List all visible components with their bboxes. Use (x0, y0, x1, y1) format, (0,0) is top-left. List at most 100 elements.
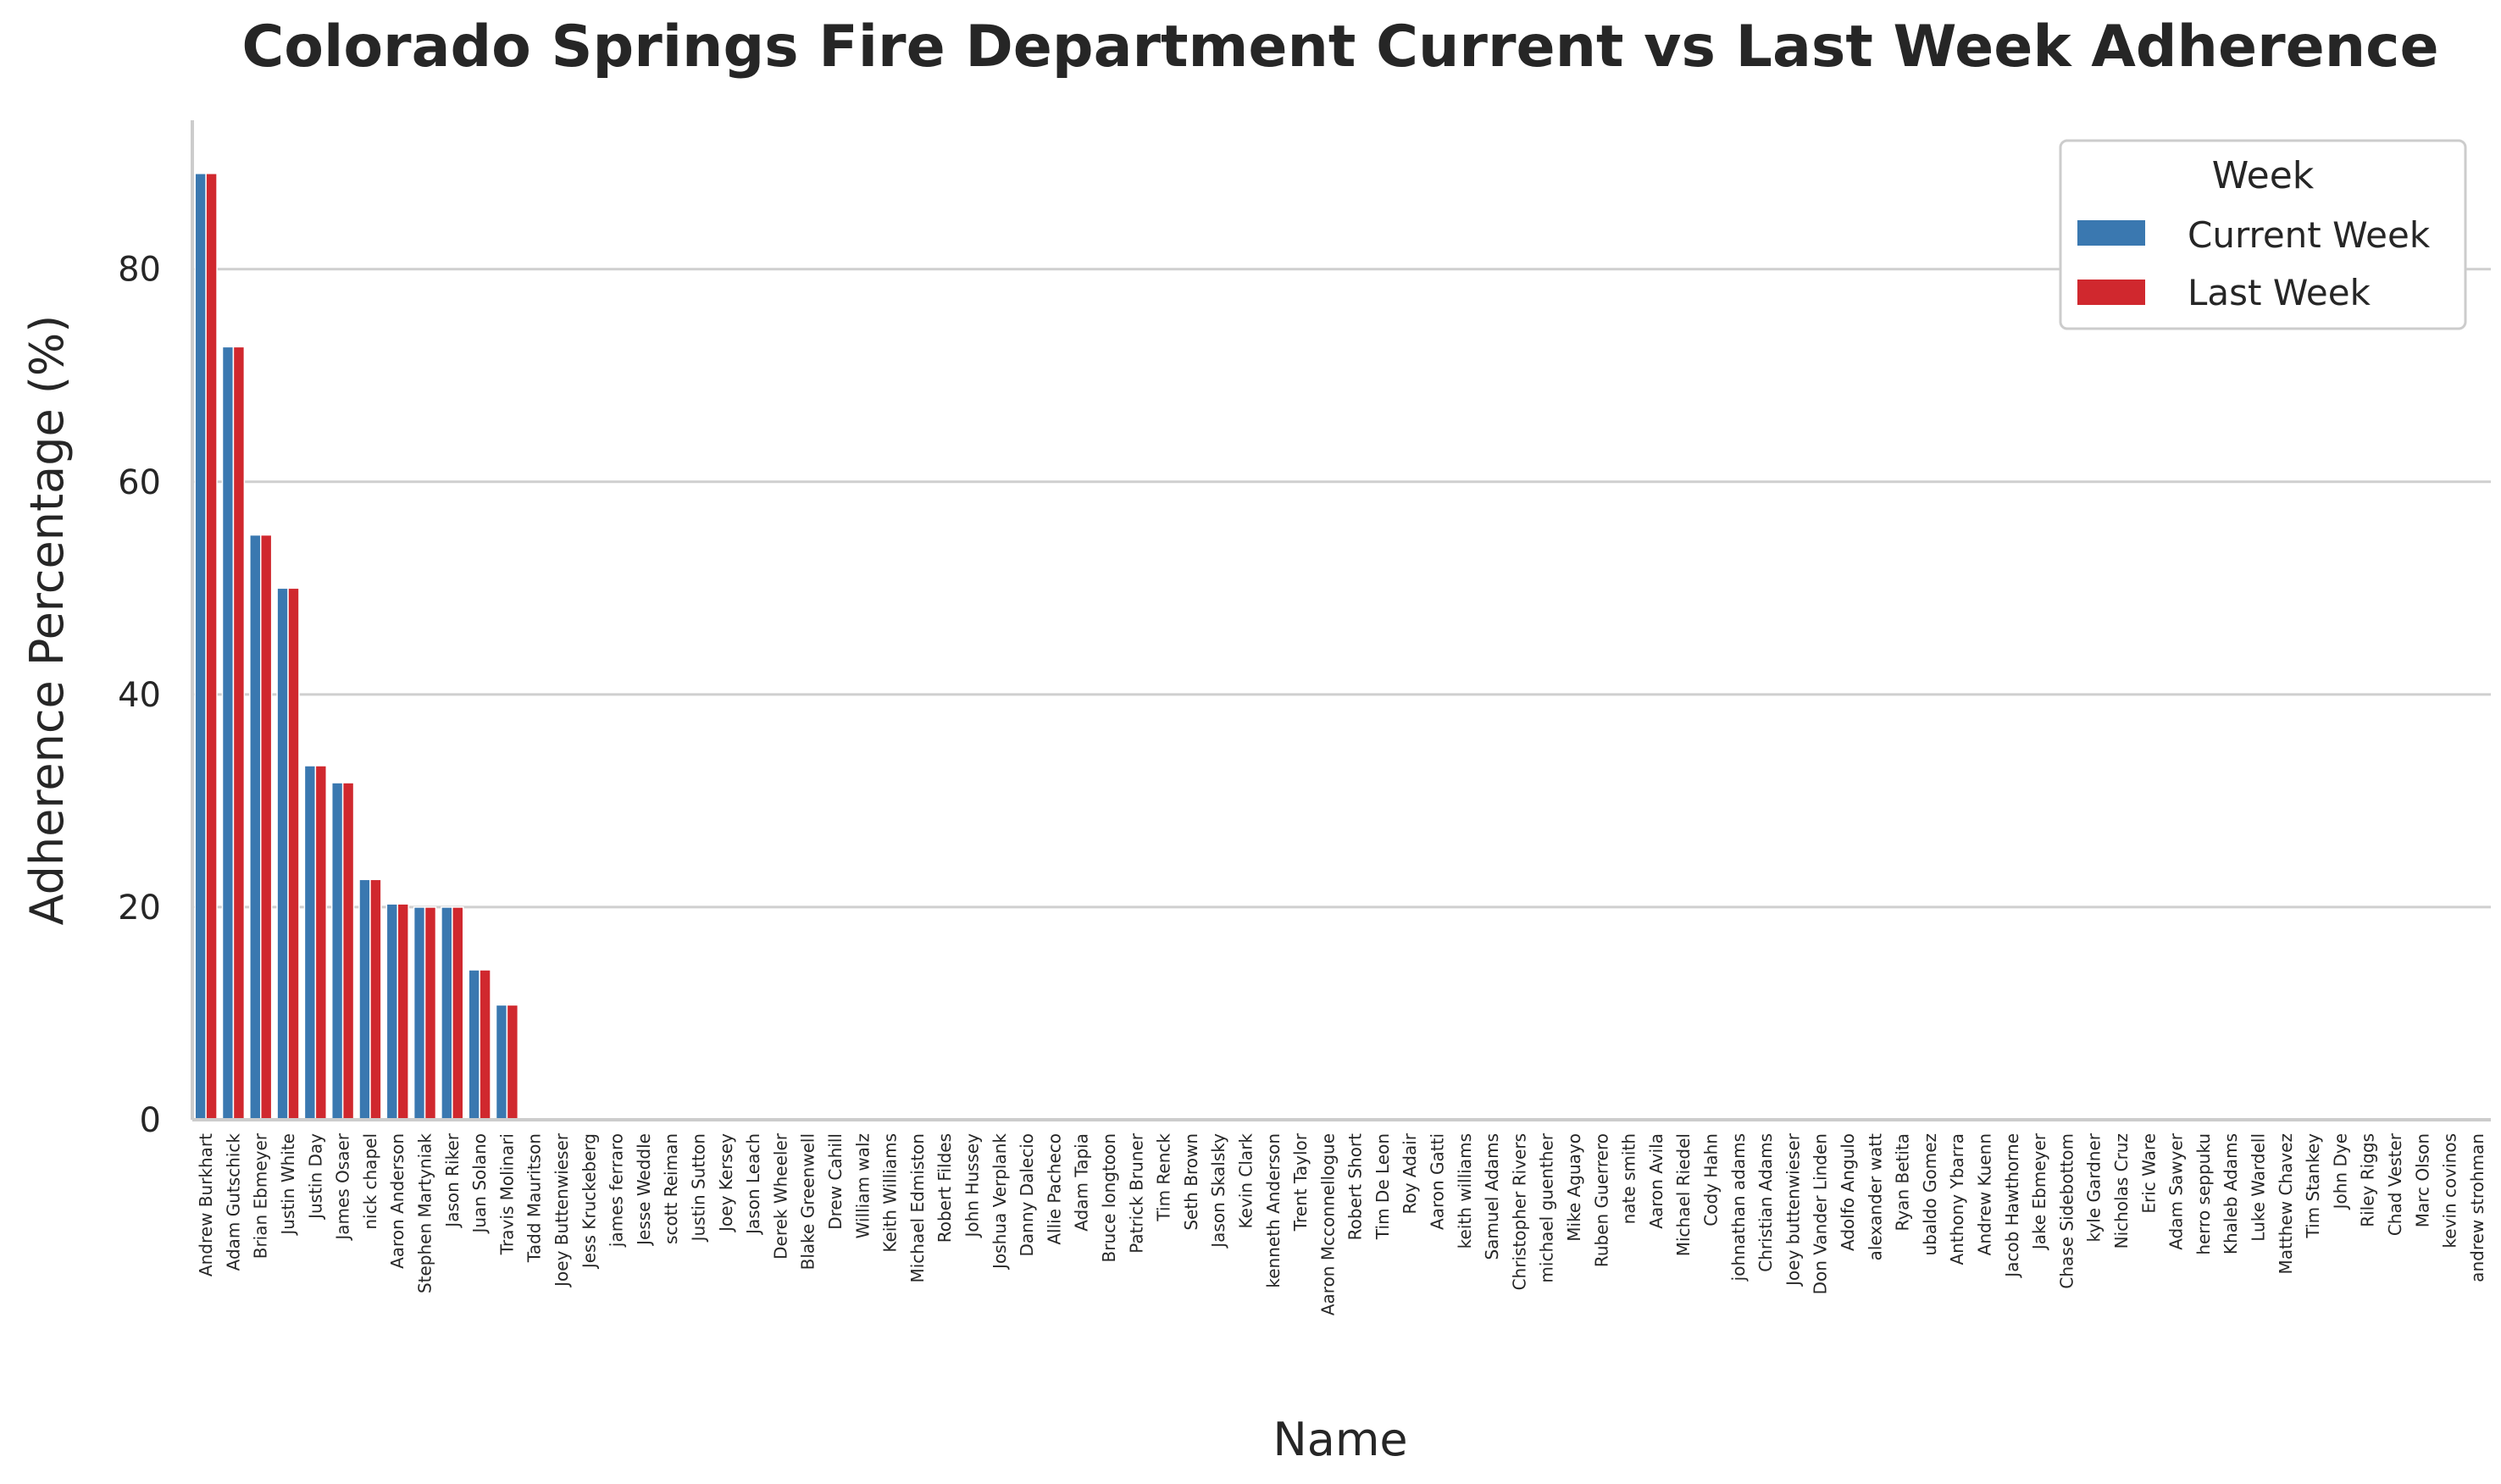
x-tick-label: Justin Sutton (689, 1133, 709, 1243)
y-tick-label: 80 (118, 251, 161, 290)
x-tick-label: Aaron Avila (1646, 1133, 1666, 1229)
legend-frame (2059, 139, 2467, 330)
x-tick-label: Jesse Weddle (634, 1133, 654, 1247)
x-tick-label: Eric Ware (2138, 1133, 2159, 1214)
y-tick-labels: 0 20 40 60 80 (118, 251, 161, 1140)
x-tick-label: Kevin Clark (1235, 1133, 1256, 1229)
y-tick-label: 20 (118, 889, 161, 928)
x-tick-label: Bruce longtoon (1099, 1133, 1119, 1262)
x-tick-label: nick chapel (360, 1133, 380, 1230)
bar-current-week (276, 587, 289, 1121)
x-tick-label: Luke Wardell (2248, 1133, 2268, 1242)
x-tick-label: Patrick Bruner (1126, 1132, 1146, 1254)
x-tick-label: Justin Day (305, 1133, 325, 1221)
legend-label-current-week: Current Week (2188, 214, 2431, 256)
x-tick-label: Roy Adair (1400, 1132, 1420, 1214)
x-tick-label: ubaldo Gomez (1920, 1133, 1940, 1256)
y-tick-label: 0 (140, 1101, 161, 1140)
x-tick-label: Aaron Mcconnellogue (1317, 1133, 1338, 1315)
x-tick-label: alexander watt (1865, 1133, 1885, 1261)
legend-label-last-week: Last Week (2188, 272, 2371, 313)
legend: Week Current Week Last Week (2059, 139, 2467, 330)
x-tick-label: Adolfo Angulo (1838, 1133, 1858, 1251)
bar-last-week (259, 534, 273, 1121)
bar-last-week (506, 1004, 519, 1121)
x-tick-label: Keith Williams (880, 1133, 901, 1253)
x-tick-label: Robert Fildes (934, 1133, 955, 1243)
x-tick-label: kenneth Anderson (1263, 1133, 1284, 1288)
bar-current-week (221, 346, 235, 1121)
x-tick-label: Justin White (278, 1133, 298, 1237)
bar-last-week (287, 587, 300, 1121)
bar-last-week (396, 903, 409, 1121)
bar-last-week (424, 906, 437, 1121)
x-tick-label: Ryan Betita (1893, 1133, 1913, 1231)
x-tick-label: Christopher Rivers (1509, 1133, 1529, 1290)
bar-current-week (330, 782, 344, 1121)
x-tick-label: Jason Skalsky (1208, 1133, 1228, 1249)
bar-last-week (369, 878, 382, 1121)
bar-current-week (358, 878, 371, 1121)
x-tick-label: Michael Riedel (1673, 1133, 1694, 1256)
x-tick-label: herro seppuku (2193, 1133, 2214, 1255)
bar-last-week (205, 173, 218, 1121)
x-tick-label: John Hussey (962, 1133, 982, 1239)
x-tick-label: Tim Stankey (2303, 1133, 2323, 1239)
x-axis-label: Name (1273, 1413, 1407, 1466)
x-tick-label: Adam Gutschick (223, 1133, 243, 1271)
x-tick-label: Christian Adams (1755, 1133, 1776, 1272)
x-tick-label: Adam Tapia (1072, 1133, 1092, 1232)
x-tick-label: Joshua Verplank (990, 1133, 1010, 1271)
x-tick-label: Blake Greenwell (798, 1133, 818, 1270)
x-tick-label: Derek Wheeler (770, 1132, 790, 1260)
x-tick-label: Riley Riggs (2358, 1133, 2378, 1227)
y-tick-label: 60 (118, 463, 161, 502)
x-tick-label: Jason Leach (743, 1133, 763, 1236)
x-tick-label: Allie Pacheco (1044, 1133, 1064, 1245)
gridlines (192, 268, 2491, 909)
x-tick-label: michael guenther (1537, 1132, 1557, 1282)
x-tick-label: Robert Short (1345, 1133, 1366, 1240)
x-tick-label: Brian Ebmeyer (251, 1132, 271, 1259)
x-tick-label: kevin covinos (2440, 1133, 2460, 1249)
x-tick-label: Joey Buttenwieser (552, 1132, 572, 1288)
x-tick-label: Marc Olson (2412, 1133, 2432, 1227)
legend-swatch-last-week (2077, 280, 2145, 305)
x-tick-label: Jess Kruckeberg (579, 1133, 599, 1270)
x-tick-label: Chase Sidebottom (2056, 1133, 2077, 1289)
x-tick-label: Jake Ebmeyer (2029, 1132, 2049, 1251)
bar-current-week (441, 906, 453, 1121)
x-tick-label: james ferraro (607, 1133, 627, 1248)
chart-title: Colorado Springs Fire Department Current… (241, 14, 2438, 80)
x-tick-label: Aaron Anderson (387, 1133, 408, 1269)
x-tick-label: Jacob Hawthorne (2002, 1133, 2022, 1279)
bar-current-week (249, 534, 262, 1121)
x-tick-label: johnathan adams (1728, 1133, 1749, 1282)
x-tick-label: nate smith (1619, 1133, 1639, 1224)
bar-last-week (479, 969, 491, 1121)
bars (194, 173, 519, 1121)
x-tick-label: Tim Renck (1154, 1133, 1174, 1222)
x-tick-label: andrew strohman (2467, 1133, 2487, 1282)
x-tick-label: Drew Cahill (825, 1133, 846, 1230)
x-tick-label: Andrew Kuenn (1974, 1133, 1994, 1255)
x-tick-label: Michael Edmiston (907, 1133, 928, 1283)
bar-last-week (341, 782, 355, 1121)
x-tick-label: Danny Dalecio (1017, 1133, 1037, 1257)
x-tick-label: Adam Sawyer (2166, 1132, 2187, 1250)
x-tick-label: Joey Kersey (716, 1133, 736, 1233)
y-axis-label: Adherence Percentage (%) (20, 315, 74, 926)
axes (191, 120, 2491, 1121)
x-tick-label: keith williams (1455, 1133, 1475, 1249)
x-tick-label: Trent Taylor (1290, 1132, 1311, 1232)
x-tick-label: Samuel Adams (1482, 1133, 1502, 1260)
bar-last-week (314, 765, 328, 1121)
x-tick-label: Travis Molinari (496, 1133, 517, 1255)
legend-title: Week (2212, 154, 2315, 197)
x-tick-label: Aaron Gatti (1428, 1133, 1448, 1230)
x-tick-label: Tadd Mauritson (524, 1133, 545, 1263)
x-tick-label: Nicholas Cruz (2111, 1133, 2132, 1249)
y-tick-label: 40 (118, 676, 161, 715)
x-tick-label: Ruben Guerrero (1591, 1133, 1611, 1267)
